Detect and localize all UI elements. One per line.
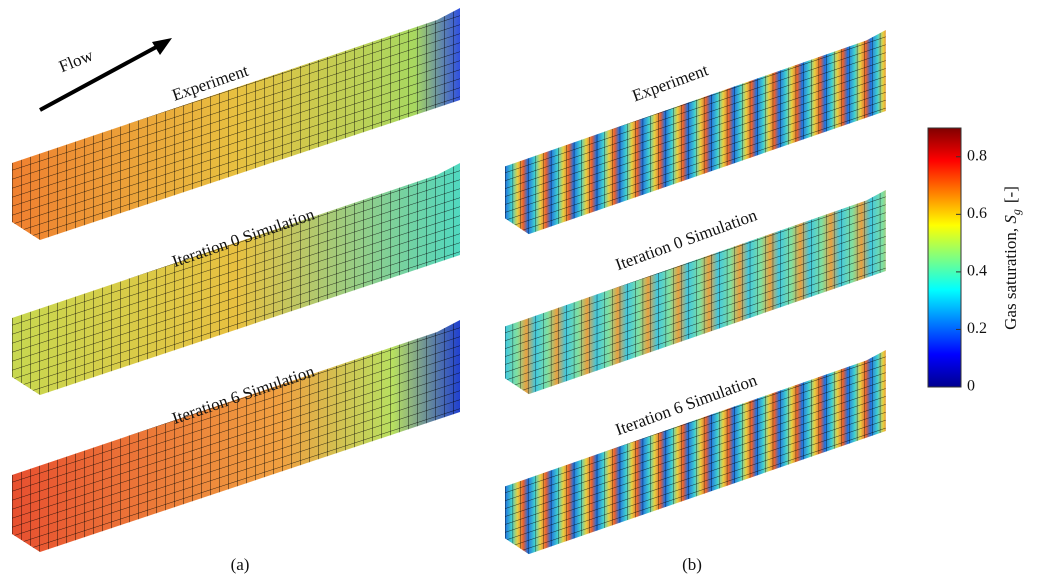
colorbar-subscript: g <box>1009 209 1023 215</box>
panel-label: (b) <box>682 555 702 574</box>
panel-label: (a) <box>231 555 250 574</box>
colorbar-tick-label: 0.2 <box>967 320 987 337</box>
flow-arrow <box>40 45 160 110</box>
colorbar-gradient <box>928 128 961 387</box>
colorbar-tick-label: 0 <box>967 378 975 395</box>
colorbar-unit: [-] <box>1001 186 1020 203</box>
colorbar: Gas saturation, Sg[-] 00.20.40.60.8 <box>928 128 1023 395</box>
core-title: Experiment <box>630 60 711 105</box>
core-b-experiment <box>505 30 886 234</box>
figure: Flow Experiment Iteration 0 Simulation I… <box>0 0 1041 580</box>
flow-label: Flow <box>56 45 96 76</box>
colorbar-tick-label: 0.4 <box>967 263 987 280</box>
colorbar-label: Gas saturation, Sg[-] <box>1001 186 1023 330</box>
colorbar-label-text: Gas saturation, <box>1001 228 1020 330</box>
flow-arrowhead <box>152 38 172 55</box>
colorbar-tick-label: 0.8 <box>967 147 987 164</box>
colorbar-tick-label: 0.6 <box>967 205 987 222</box>
